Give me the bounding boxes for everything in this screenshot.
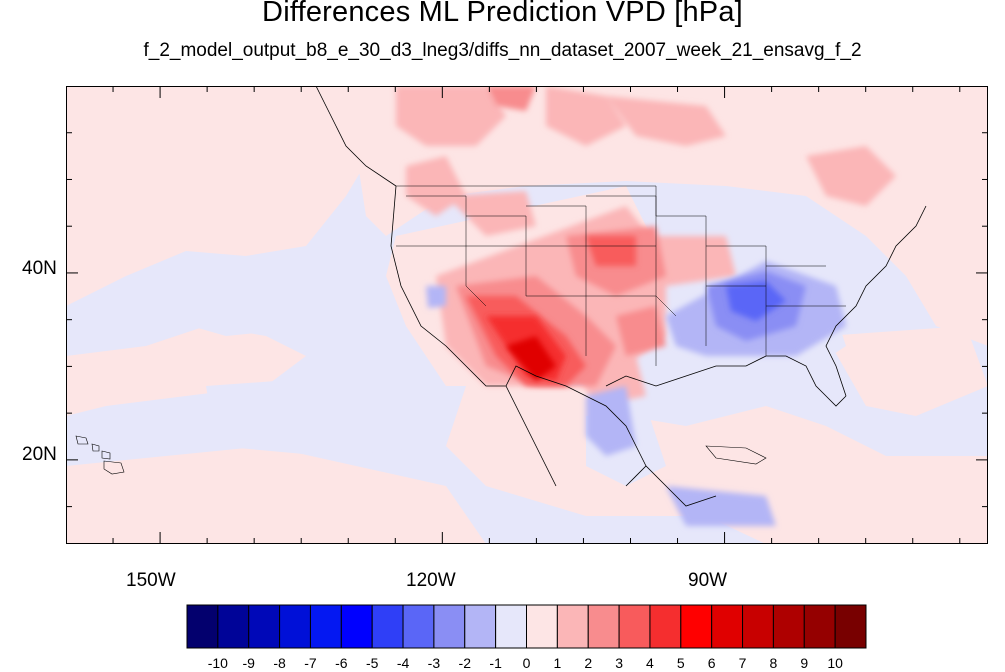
colorbar-tick-label: -3 [428, 655, 441, 671]
light-positive-regions [66, 86, 988, 544]
colorbar-tick-label: -5 [366, 655, 379, 671]
cuba-island [705, 445, 767, 465]
axis-ticks [66, 86, 988, 544]
colorbar-tick-label: -8 [273, 655, 286, 671]
y-tick-label-40n: 40N [22, 258, 57, 279]
colorbar-swatch [772, 604, 805, 649]
map-plot-area [66, 86, 988, 544]
colorbar-tick-label: 6 [708, 655, 716, 671]
negative-anomaly-level-3 [726, 281, 786, 321]
colorbar-tick-label: 8 [770, 655, 778, 671]
colorbar-tick-label: 4 [646, 655, 654, 671]
colorbar-swatch [834, 604, 867, 649]
colorbar-swatch [279, 604, 311, 649]
colorbar-swatch [340, 604, 373, 649]
colorbar-tick-label: 2 [584, 655, 592, 671]
colorbar-swatch [217, 604, 250, 649]
colorbar-swatch [680, 604, 713, 649]
colorbar-tick-label: -9 [243, 655, 256, 671]
x-tick-label-90w: 90W [688, 570, 728, 591]
figure-title: Differences ML Prediction VPD [hPa] [262, 0, 743, 28]
colorbar-swatch [495, 604, 527, 649]
state-boundaries [396, 185, 846, 366]
colorbar-tick-label: -2 [459, 655, 472, 671]
colorbar-swatch [587, 604, 620, 649]
colorbar-tick-label: 0 [523, 655, 531, 671]
colorbar-swatch [649, 604, 682, 649]
hawaii-islands [75, 435, 125, 475]
colorbar-tick-label: 7 [739, 655, 747, 671]
colorbar-swatch [711, 604, 744, 649]
colorbar-swatch [433, 604, 466, 649]
colorbar-tick-label: 5 [677, 655, 685, 671]
colorbar-tick-label: 9 [800, 655, 808, 671]
colorbar-tick-label: -4 [397, 655, 410, 671]
colorbar-swatch [371, 604, 404, 649]
colorbar-swatch [556, 604, 589, 649]
colorbar-tick-label: 1 [553, 655, 561, 671]
y-tick-label-20n: 20N [22, 444, 57, 465]
colorbar-swatch [402, 604, 435, 649]
x-tick-label-120w: 120W [406, 570, 456, 591]
map-frame [66, 86, 988, 544]
colorbar-tick-label: -7 [304, 655, 317, 671]
colorbar-tick-label: 10 [827, 655, 843, 671]
colorbar-swatch [803, 604, 836, 649]
colorbar-swatch [248, 604, 281, 649]
x-tick-label-150w: 150W [126, 570, 176, 591]
colorbar-swatch [464, 604, 497, 649]
colorbar-swatch [618, 604, 651, 649]
colorbar-tick-label: -10 [208, 655, 228, 671]
colorbar-tick-label: -1 [489, 655, 502, 671]
colorbar-swatch [309, 604, 342, 649]
colorbar-swatch [742, 604, 774, 649]
colorbar-swatch [526, 604, 558, 649]
colorbar: -10 -9 -8 -7 -6 -5 -4 -3 -2 -1 0 1 2 3 4 5 6 7 8 9 10 [186, 604, 867, 671]
colorbar-swatch [186, 604, 219, 649]
positive-anomaly-level-6 [506, 336, 556, 381]
colorbar-tick-label: -6 [335, 655, 348, 671]
colorbar-tick-label: 3 [615, 655, 623, 671]
figure-subtitle: f_2_model_output_b8_e_30_d3_lneg3/diffs_… [143, 40, 862, 61]
